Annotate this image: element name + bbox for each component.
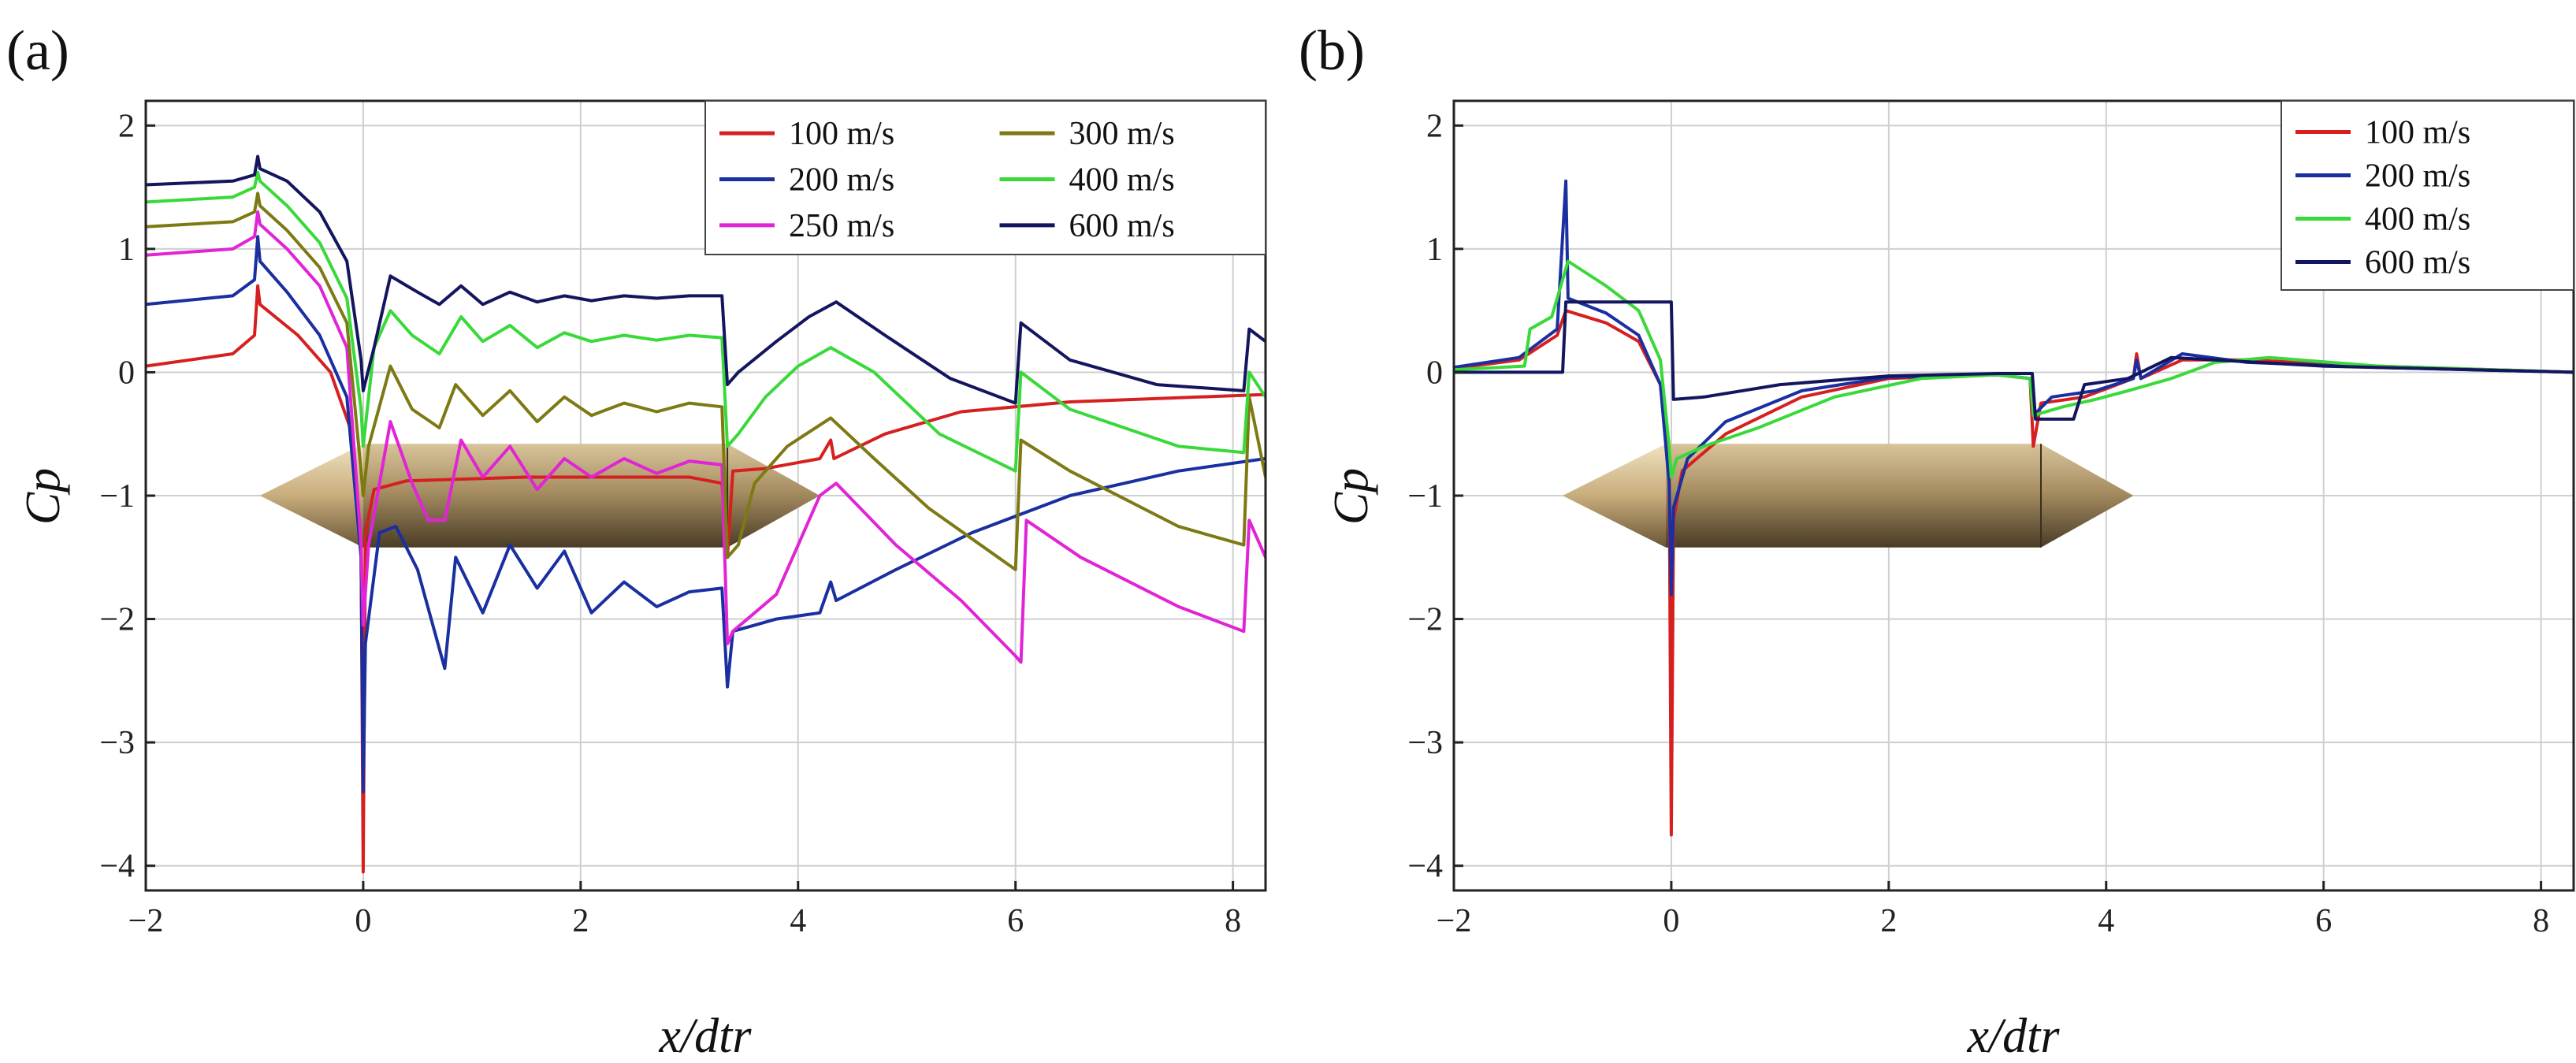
legend-label: 100 m/s <box>2365 115 2470 151</box>
series-line-300-m-s <box>146 191 1266 571</box>
y-tick-label: −1 <box>1407 478 1443 515</box>
legend-box <box>704 100 1266 255</box>
legend-label: 400 m/s <box>1069 162 1175 199</box>
x-tick-label: 0 <box>1663 903 1679 939</box>
y-tick-label: −2 <box>1407 602 1443 638</box>
y-tick-label: −1 <box>99 478 135 515</box>
x-tick-label: 2 <box>572 903 589 939</box>
x-axis-label-a: x/dtr <box>658 1009 752 1063</box>
legend-a: 100 m/s 200 m/s 250 m/s 300 m/s 400 m/s 600 m… <box>704 100 1266 255</box>
legend-label: 200 m/s <box>789 162 894 199</box>
panel-a: (a) −2 0 2 4 6 8 −4 −3 −2 −1 0 1 2 x/dtr Cp 100 m/s 2… <box>6 19 1267 1063</box>
projectile-illustration <box>1562 444 2134 548</box>
x-tick-label: 8 <box>1225 903 1241 939</box>
x-tick-label: 8 <box>2533 903 2549 939</box>
x-tick-label: −2 <box>128 903 164 939</box>
series-line-100-m-s <box>1454 309 2574 837</box>
legend-label: 400 m/s <box>2365 202 2470 238</box>
x-axis-label-b: x/dtr <box>1966 1009 2060 1063</box>
legend-label: 600 m/s <box>2365 245 2470 281</box>
y-tick-label: −3 <box>99 725 135 761</box>
y-tick-label: 1 <box>118 232 135 268</box>
x-tick-label: 6 <box>1007 903 1024 939</box>
y-tick-label: 1 <box>1426 232 1443 268</box>
projectile-body <box>362 444 728 548</box>
series-line-200-m-s <box>146 235 1266 794</box>
y-tick-label: 0 <box>1426 355 1443 391</box>
legend-label: 600 m/s <box>1069 208 1175 244</box>
panel-b: (b) −2 0 2 4 6 8 −4 −3 −2 −1 0 1 2 x/dtr Cp 100 m/s 2… <box>1299 19 2575 1063</box>
series-line-600-m-s <box>146 154 1266 405</box>
panel-a-label: (a) <box>6 19 69 82</box>
projectile-body <box>1666 444 2041 548</box>
legend-label: 200 m/s <box>2365 158 2470 195</box>
panel-b-label: (b) <box>1299 19 1365 82</box>
series-line-400-m-s <box>146 170 1266 473</box>
y-tick-label: 0 <box>118 355 135 391</box>
legend-b: 100 m/s 200 m/s 400 m/s 600 m/s <box>2280 100 2574 291</box>
series-line-600-m-s <box>1454 300 2574 421</box>
y-tick-label: 2 <box>1426 108 1443 144</box>
projectile-illustration <box>259 444 820 548</box>
x-tick-label: 0 <box>355 903 371 939</box>
legend-label: 300 m/s <box>1069 116 1175 152</box>
legend-label: 100 m/s <box>789 116 894 152</box>
x-tick-label: −2 <box>1437 903 1472 939</box>
y-axis-label-a: Cp <box>17 468 70 525</box>
series-line-100-m-s <box>146 284 1266 874</box>
projectile-nose <box>1562 444 1667 548</box>
y-axis-label-b: Cp <box>1325 468 1378 525</box>
y-tick-label: −4 <box>99 849 135 885</box>
x-tick-label: 4 <box>790 903 806 939</box>
legend-label: 250 m/s <box>789 208 894 244</box>
plot-frame-b <box>1452 99 2575 892</box>
y-tick-label: −4 <box>1407 849 1443 885</box>
series-line-400-m-s <box>1454 259 2574 479</box>
projectile-tail <box>2040 444 2134 548</box>
x-tick-label: 4 <box>2098 903 2114 939</box>
x-tick-label: 2 <box>1880 903 1897 939</box>
x-tick-label: 6 <box>2315 903 2332 939</box>
y-tick-label: −3 <box>1407 725 1443 761</box>
y-tick-label: 2 <box>118 108 135 144</box>
series-line-250-m-s <box>146 210 1266 664</box>
y-tick-label: −2 <box>99 602 135 638</box>
projectile-nose <box>259 444 363 548</box>
